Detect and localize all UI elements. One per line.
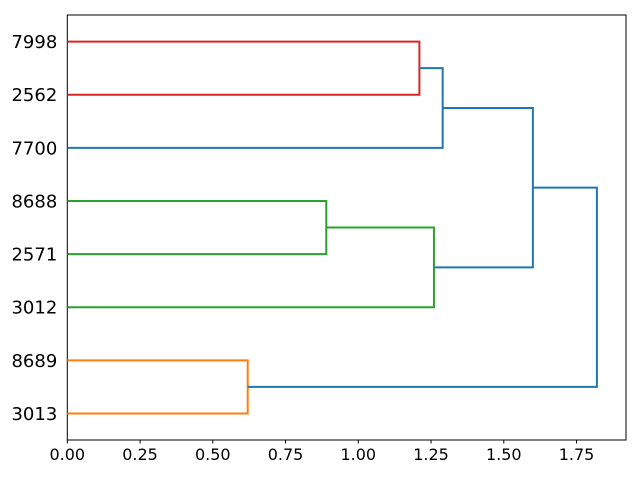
dendrogram-link [67, 199, 328, 256]
leaf-label: 2571 [11, 245, 57, 266]
dendrogram-link [67, 359, 249, 415]
leaf-label: 3013 [11, 404, 57, 425]
x-tick-label: 1.00 [340, 445, 376, 464]
x-tick-label: 0.75 [268, 445, 304, 464]
leaf-label: 3012 [11, 298, 57, 319]
leaf-label: 8688 [11, 191, 57, 212]
x-tick-label: 0.50 [195, 445, 231, 464]
dendrogram-link [67, 40, 421, 96]
dendrogram-link [433, 106, 534, 269]
dendrogram-link [67, 226, 435, 309]
x-tick-label: 1.50 [486, 445, 522, 464]
leaf-label: 7700 [11, 138, 57, 159]
x-tick-label: 0.25 [122, 445, 158, 464]
leaf-label: 8689 [11, 351, 57, 372]
x-tick-label: 1.75 [559, 445, 595, 464]
plot-border [66, 14, 627, 441]
leaf-label: 7998 [11, 32, 57, 53]
dendrogram-link [247, 186, 598, 388]
dendrogram-link [67, 67, 444, 149]
leaf-label: 2562 [11, 85, 57, 106]
x-tick-label: 0.00 [49, 445, 85, 464]
x-tick-label: 1.25 [413, 445, 449, 464]
